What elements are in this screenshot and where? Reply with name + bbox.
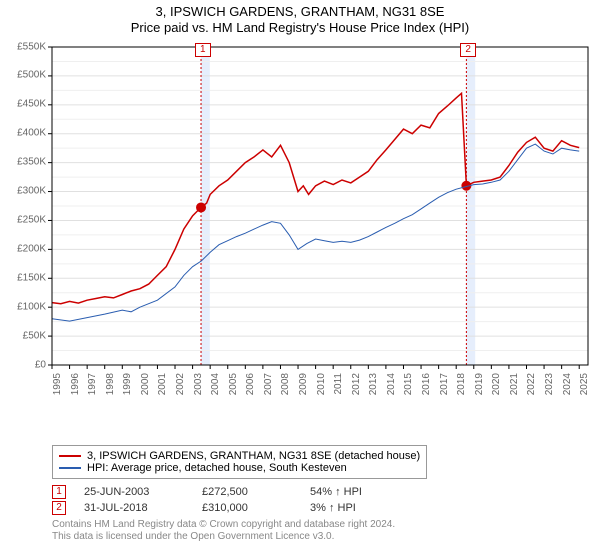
x-axis-tick: 2005 bbox=[228, 373, 239, 403]
x-axis-tick: 2010 bbox=[316, 373, 327, 403]
x-axis-tick: 2009 bbox=[298, 373, 309, 403]
x-axis-tick: 1998 bbox=[105, 373, 116, 403]
y-axis-tick: £150K bbox=[8, 272, 46, 283]
y-axis-tick: £500K bbox=[8, 70, 46, 81]
y-axis-tick: £200K bbox=[8, 243, 46, 254]
x-axis-tick: 2001 bbox=[157, 373, 168, 403]
sale-price: £272,500 bbox=[202, 486, 292, 498]
sales-rows: 1 25-JUN-2003 £272,500 54% ↑ HPI 2 31-JU… bbox=[52, 485, 592, 515]
legend-label: 3, IPSWICH GARDENS, GRANTHAM, NG31 8SE (… bbox=[87, 450, 420, 462]
sale-hpi: 54% ↑ HPI bbox=[310, 486, 362, 498]
y-axis-tick: £50K bbox=[8, 330, 46, 341]
chart-container: 3, IPSWICH GARDENS, GRANTHAM, NG31 8SE P… bbox=[0, 0, 600, 560]
x-axis-tick: 2002 bbox=[175, 373, 186, 403]
sale-marker-label: 1 bbox=[195, 43, 211, 57]
x-axis-tick: 1995 bbox=[52, 373, 63, 403]
footer-note: Contains HM Land Registry data © Crown c… bbox=[52, 519, 592, 544]
y-axis-tick: £350K bbox=[8, 157, 46, 168]
x-axis-tick: 1996 bbox=[70, 373, 81, 403]
footer-line: This data is licensed under the Open Gov… bbox=[52, 531, 592, 544]
y-axis-tick: £250K bbox=[8, 214, 46, 225]
chart-svg bbox=[8, 41, 592, 411]
sale-row: 1 25-JUN-2003 £272,500 54% ↑ HPI bbox=[52, 485, 592, 499]
x-axis-tick: 2015 bbox=[403, 373, 414, 403]
x-axis-tick: 2020 bbox=[491, 373, 502, 403]
sale-date: 31-JUL-2018 bbox=[84, 502, 184, 514]
x-axis-tick: 2011 bbox=[333, 373, 344, 403]
sale-date: 25-JUN-2003 bbox=[84, 486, 184, 498]
x-axis-tick: 2024 bbox=[562, 373, 573, 403]
x-axis-tick: 2012 bbox=[351, 373, 362, 403]
footer-line: Contains HM Land Registry data © Crown c… bbox=[52, 519, 592, 532]
y-axis-tick: £450K bbox=[8, 99, 46, 110]
x-axis-tick: 2025 bbox=[579, 373, 590, 403]
y-axis-tick: £100K bbox=[8, 301, 46, 312]
x-axis-tick: 2004 bbox=[210, 373, 221, 403]
title-block: 3, IPSWICH GARDENS, GRANTHAM, NG31 8SE P… bbox=[8, 4, 592, 37]
title-subtitle: Price paid vs. HM Land Registry's House … bbox=[8, 20, 592, 36]
x-axis-tick: 2008 bbox=[280, 373, 291, 403]
legend-swatch bbox=[59, 467, 81, 469]
y-axis-tick: £300K bbox=[8, 186, 46, 197]
legend-swatch bbox=[59, 455, 81, 457]
legend: 3, IPSWICH GARDENS, GRANTHAM, NG31 8SE (… bbox=[52, 445, 427, 479]
legend-item: 3, IPSWICH GARDENS, GRANTHAM, NG31 8SE (… bbox=[59, 450, 420, 462]
y-axis-tick: £0 bbox=[8, 359, 46, 370]
sale-row: 2 31-JUL-2018 £310,000 3% ↑ HPI bbox=[52, 501, 592, 515]
x-axis-tick: 2003 bbox=[193, 373, 204, 403]
x-axis-tick: 2018 bbox=[456, 373, 467, 403]
x-axis-tick: 2016 bbox=[421, 373, 432, 403]
x-axis-tick: 1999 bbox=[122, 373, 133, 403]
y-axis-tick: £550K bbox=[8, 41, 46, 52]
x-axis-tick: 2013 bbox=[368, 373, 379, 403]
legend-label: HPI: Average price, detached house, Sout… bbox=[87, 462, 347, 474]
legend-item: HPI: Average price, detached house, Sout… bbox=[59, 462, 420, 474]
y-axis-tick: £400K bbox=[8, 128, 46, 139]
x-axis-tick: 2023 bbox=[544, 373, 555, 403]
chart-area: £0 £50K £100K £150K £200K £250K £300K £350K £400… bbox=[8, 41, 592, 411]
x-axis-tick: 2014 bbox=[386, 373, 397, 403]
title-address: 3, IPSWICH GARDENS, GRANTHAM, NG31 8SE bbox=[8, 4, 592, 20]
sale-price: £310,000 bbox=[202, 502, 292, 514]
sale-index-badge: 2 bbox=[52, 501, 66, 515]
x-axis-tick: 2006 bbox=[245, 373, 256, 403]
x-axis-tick: 2000 bbox=[140, 373, 151, 403]
x-axis-tick: 2007 bbox=[263, 373, 274, 403]
x-axis-tick: 2022 bbox=[526, 373, 537, 403]
x-axis-tick: 2021 bbox=[509, 373, 520, 403]
x-axis-tick: 2017 bbox=[439, 373, 450, 403]
sale-index-badge: 1 bbox=[52, 485, 66, 499]
x-axis-tick: 2019 bbox=[474, 373, 485, 403]
sale-hpi: 3% ↑ HPI bbox=[310, 502, 356, 514]
sale-marker-label: 2 bbox=[460, 43, 476, 57]
x-axis-tick: 1997 bbox=[87, 373, 98, 403]
